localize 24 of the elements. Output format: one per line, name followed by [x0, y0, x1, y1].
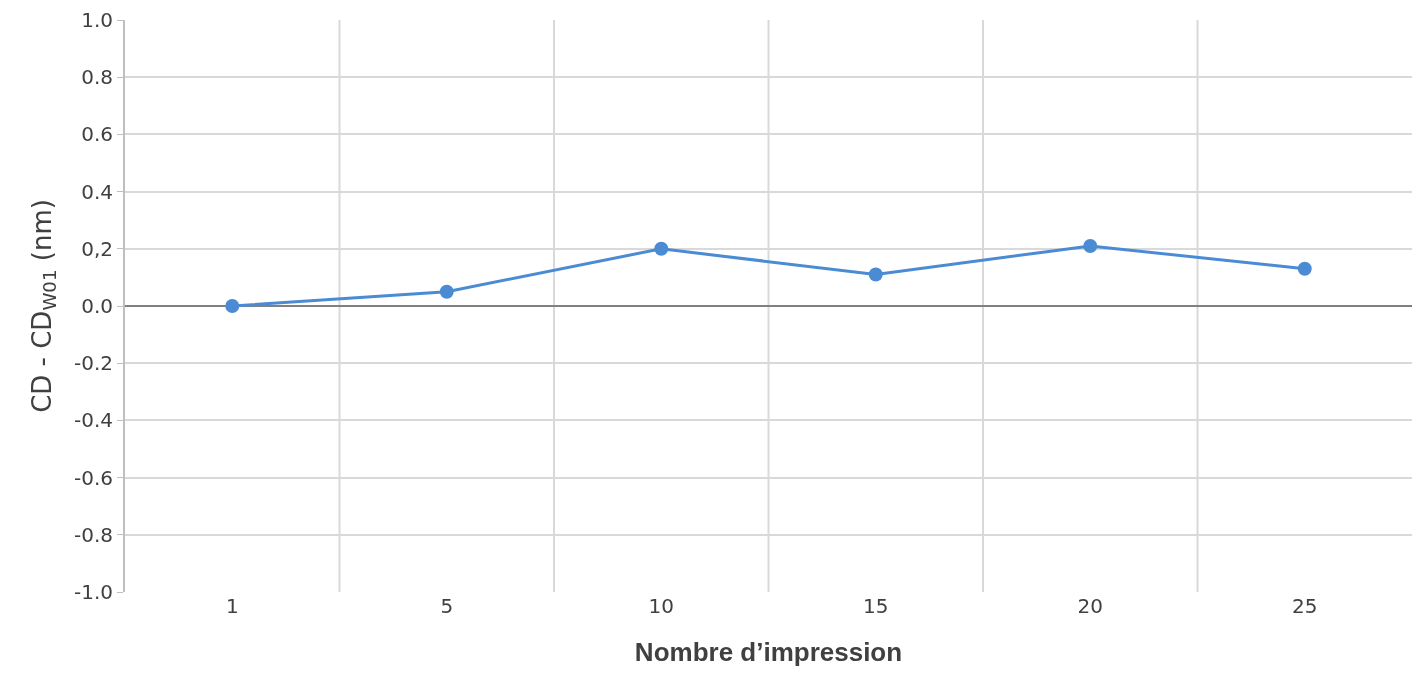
point	[225, 299, 240, 313]
point	[439, 284, 454, 299]
y-tick-label: -0.2	[73, 351, 113, 376]
y-tick-label: -0.6	[73, 465, 113, 490]
x-axis-title: Nombre d’impression	[634, 636, 903, 667]
x-tick-label: 25	[1292, 594, 1318, 618]
x-tick-label: 10	[648, 594, 674, 618]
point	[654, 241, 669, 256]
y-tick-label: 0,2	[81, 236, 113, 261]
x-tick-label: 5	[440, 594, 454, 618]
x-tick-label: 20	[1077, 594, 1103, 618]
y-tick-label: -0.8	[73, 522, 113, 547]
point	[868, 267, 883, 282]
point	[1083, 238, 1098, 253]
y-tick-label: 0.4	[81, 179, 113, 204]
x-tick-label: 15	[863, 594, 889, 618]
y-tick-label: 0.8	[81, 65, 113, 90]
x-tick-label: 1	[225, 594, 239, 618]
y-tick-label: -1.0	[73, 580, 113, 604]
y-tick-label: -0.4	[73, 408, 113, 433]
y-tick-label: 0.6	[81, 122, 113, 147]
point	[1297, 261, 1312, 276]
y-tick-label: 1.0	[81, 8, 113, 32]
y-tick-label: 0.0	[81, 294, 113, 318]
